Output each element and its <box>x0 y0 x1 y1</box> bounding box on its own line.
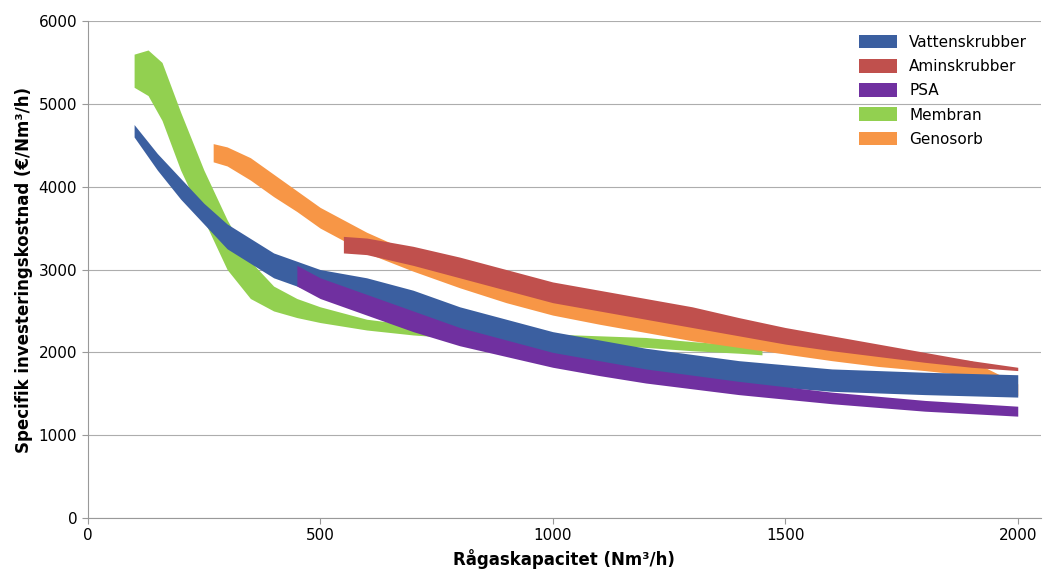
Legend: Vattenskrubber, Aminskrubber, PSA, Membran, Genosorb: Vattenskrubber, Aminskrubber, PSA, Membr… <box>853 29 1034 153</box>
X-axis label: Rågaskapacitet (Nm³/h): Rågaskapacitet (Nm³/h) <box>453 549 675 569</box>
Y-axis label: Specifik investeringskostnad (€/Nm³/h): Specifik investeringskostnad (€/Nm³/h) <box>15 86 33 453</box>
